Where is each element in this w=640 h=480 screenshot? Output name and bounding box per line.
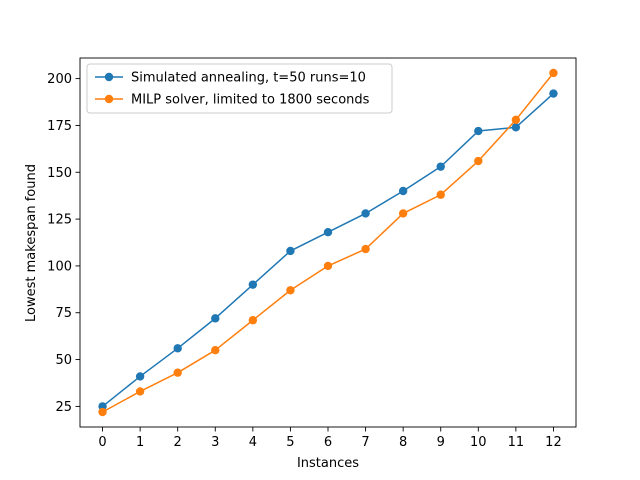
y-tick-label: 125 [47,213,72,228]
y-axis-label: Lowest makespan found [24,164,39,322]
data-point [474,156,483,166]
data-point [286,286,295,295]
data-point [323,227,333,237]
data-point [511,123,521,132]
y-tick-label: 25 [55,400,72,415]
data-point [323,261,333,271]
x-tick-label: 5 [286,435,294,450]
data-point [248,316,258,325]
y-tick-label: 75 [55,306,72,321]
x-tick-label: 4 [249,435,257,450]
y-tick-label: 100 [47,259,72,274]
y-tick-label: 50 [55,353,72,368]
legend-marker-1 [104,94,114,104]
x-tick-label: 0 [98,435,106,450]
data-point [135,387,145,396]
data-point [98,407,107,417]
data-point [361,209,370,218]
legend: Simulated annealing, t=50 runs=10 MILP so… [86,63,393,114]
data-point [135,372,145,381]
data-point [248,280,258,289]
x-tick-label: 10 [470,435,487,450]
x-axis-label: Instances [297,456,359,471]
x-tick-label: 8 [399,435,407,450]
x-tick-label: 7 [361,435,369,450]
data-point [436,190,445,199]
x-axis-ticks: 0 1 2 3 4 5 6 7 8 9 10 11 12 [98,427,562,450]
legend-box [86,63,393,114]
data-point [549,89,558,98]
y-tick-label: 175 [47,119,72,134]
data-point [549,68,558,78]
x-tick-label: 3 [211,435,219,450]
y-tick-label: 150 [47,166,72,181]
data-point [361,244,370,254]
x-tick-label: 9 [437,435,445,450]
x-tick-label: 2 [174,435,182,450]
data-point [211,346,220,355]
data-point [511,115,521,125]
legend-label-1: MILP solver, limited to 1800 seconds [131,93,370,108]
data-point [173,344,182,353]
x-tick-label: 12 [545,435,562,450]
y-tick-label: 200 [47,72,72,87]
x-tick-label: 11 [508,435,525,450]
data-point [211,314,220,323]
x-tick-label: 1 [136,435,144,450]
y-axis-ticks: 25 50 75 100 125 150 175 200 [47,72,80,415]
data-point [398,186,408,196]
data-point [398,209,408,218]
series-1 [98,68,558,417]
legend-label-0: Simulated annealing, t=50 runs=10 [131,71,366,86]
data-point [286,246,295,256]
data-point [173,368,182,377]
data-point [436,162,445,171]
x-tick-label: 6 [324,435,332,450]
data-point [474,126,483,136]
legend-marker-0 [104,72,114,82]
